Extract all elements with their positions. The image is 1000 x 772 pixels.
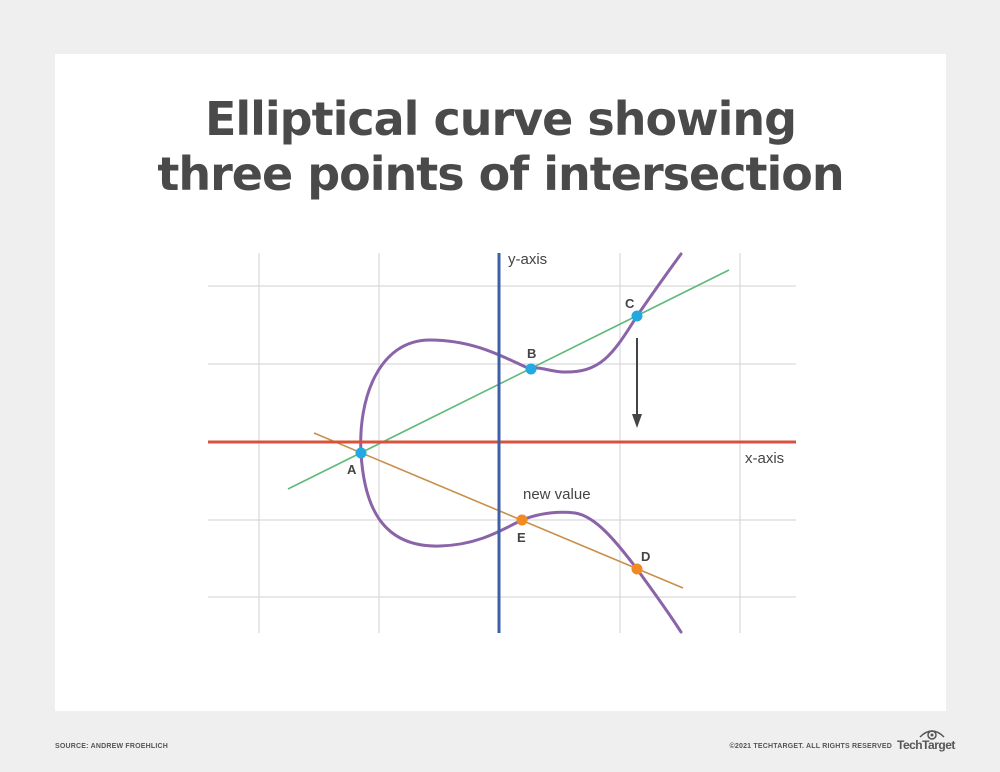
source-credit: SOURCE: ANDREW FROEHLICH: [55, 743, 169, 750]
down-arrow-icon: [632, 338, 642, 428]
title-line-1: Elliptical curve showing: [204, 92, 797, 146]
techtarget-logo: TechTarget: [897, 738, 955, 752]
x-axis-label: x-axis: [745, 450, 784, 467]
point-d: [631, 563, 643, 575]
point-a: [355, 447, 367, 459]
page-title: Elliptical curve showing three points of…: [55, 92, 946, 202]
point-c: [631, 310, 643, 322]
point-b-label: B: [527, 346, 536, 361]
copyright-notice: ©2021 TECHTARGET. ALL RIGHTS RESERVED: [729, 743, 892, 750]
point-e: [516, 514, 528, 526]
title-line-2: three points of intersection: [157, 147, 844, 201]
point-a-label: A: [347, 462, 357, 477]
techtarget-eye-icon: [919, 730, 945, 740]
point-b: [525, 363, 537, 375]
point-e-label: E: [517, 530, 526, 545]
point-d-label: D: [641, 549, 650, 564]
new-value-label: new value: [523, 486, 591, 503]
point-c-label: C: [625, 296, 635, 311]
y-axis-label: y-axis: [508, 251, 547, 268]
line-through-a-b-c: [287, 269, 730, 490]
